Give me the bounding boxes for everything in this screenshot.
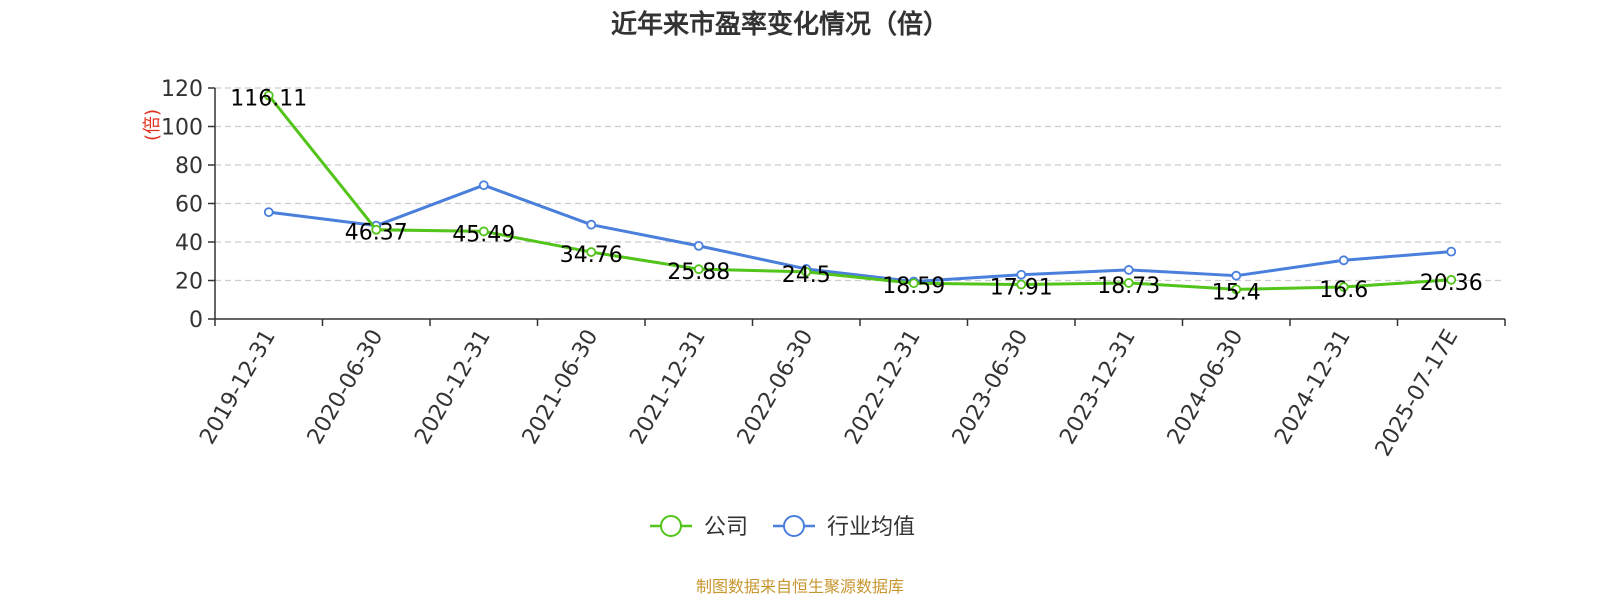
data-point[interactable] [263, 90, 274, 101]
legend-marker [783, 515, 805, 537]
y-tick-label: 120 [161, 77, 203, 102]
y-tick-label: 60 [175, 193, 203, 218]
x-tick-label: 2022-12-31 [840, 326, 926, 449]
data-point[interactable] [1123, 278, 1134, 288]
x-tick-label: 2024-12-31 [1270, 326, 1356, 449]
data-label: 45.49 [452, 222, 515, 247]
data-point[interactable] [586, 219, 597, 230]
data-label: 20.36 [1420, 271, 1483, 296]
data-point[interactable] [1231, 270, 1242, 281]
data-label: 116.11 [230, 86, 307, 111]
x-tick-label: 2021-12-31 [625, 326, 711, 449]
data-label: 18.73 [1097, 274, 1160, 299]
data-point[interactable] [801, 266, 812, 277]
chart-title: 近年来市盈率变化情况（倍） [611, 9, 949, 40]
data-label: 24.5 [782, 263, 831, 288]
series-line-1 [268, 183, 1452, 283]
data-labels: 116.11 46.37 45.49 34.76 25.88 24.5 18.59 17.91… [230, 86, 1482, 305]
legend[interactable]: 公司 行业均值 [650, 515, 915, 540]
x-tick-label: 2023-06-30 [948, 326, 1034, 449]
x-tick-label: 2023-12-31 [1055, 326, 1141, 449]
y-axis-ticks: 0 20 40 60 80 100 120 [161, 77, 215, 333]
series-line-0 [267, 94, 1452, 291]
x-tick-label: 2022-06-30 [733, 326, 819, 449]
y-tick-label: 100 [161, 116, 203, 141]
data-point[interactable] [1446, 246, 1457, 257]
data-point[interactable] [263, 207, 274, 218]
data-point[interactable] [1446, 274, 1457, 285]
data-point[interactable] [908, 278, 919, 289]
x-tick-label: 2019-12-31 [195, 326, 281, 449]
data-label: 16.6 [1319, 278, 1368, 303]
data-point[interactable] [1338, 282, 1349, 292]
y-tick-label: 80 [175, 154, 203, 179]
data-label: 17.91 [990, 276, 1053, 301]
series-layer [263, 90, 1457, 295]
y-axis-unit-label: (倍) [142, 109, 163, 141]
legend-label: 行业均值 [827, 515, 915, 540]
x-tick-label: 2020-06-30 [303, 326, 389, 449]
data-point[interactable] [478, 226, 489, 237]
source-note: 制图数据来自恒生聚源数据库 [696, 577, 904, 596]
data-point[interactable] [586, 247, 597, 257]
data-label: 18.59 [882, 274, 945, 299]
data-point[interactable] [1338, 255, 1349, 266]
x-axis-ticks: 2019-12-31 2020-06-30 2020-12-31 2021-06-30… [195, 319, 1506, 461]
x-tick-label: 2025-07-17E [1371, 326, 1464, 461]
data-point[interactable] [478, 180, 489, 191]
x-tick-label: 2021-06-30 [518, 326, 604, 449]
legend-label: 公司 [704, 515, 748, 540]
x-tick-label: 2020-12-31 [410, 326, 496, 449]
data-point[interactable] [1123, 265, 1134, 275]
y-tick-label: 20 [175, 270, 203, 295]
data-label: 15.4 [1212, 280, 1261, 305]
y-tick-label: 40 [175, 231, 203, 256]
data-point[interactable] [1231, 284, 1242, 295]
data-label: 46.37 [345, 221, 408, 246]
data-point[interactable] [1016, 269, 1027, 280]
legend-item-0[interactable]: 公司 [650, 515, 748, 540]
x-tick-label: 2024-06-30 [1163, 326, 1249, 449]
data-label: 34.76 [560, 243, 623, 268]
gridlines [215, 87, 1505, 282]
y-tick-label: 0 [189, 308, 203, 333]
data-label: 25.88 [667, 260, 730, 285]
data-point[interactable] [371, 224, 382, 235]
data-point[interactable] [693, 240, 704, 251]
data-point[interactable] [693, 264, 704, 275]
legend-item-1[interactable]: 行业均值 [773, 515, 915, 540]
legend-marker [660, 515, 682, 537]
data-point[interactable] [1016, 279, 1027, 290]
